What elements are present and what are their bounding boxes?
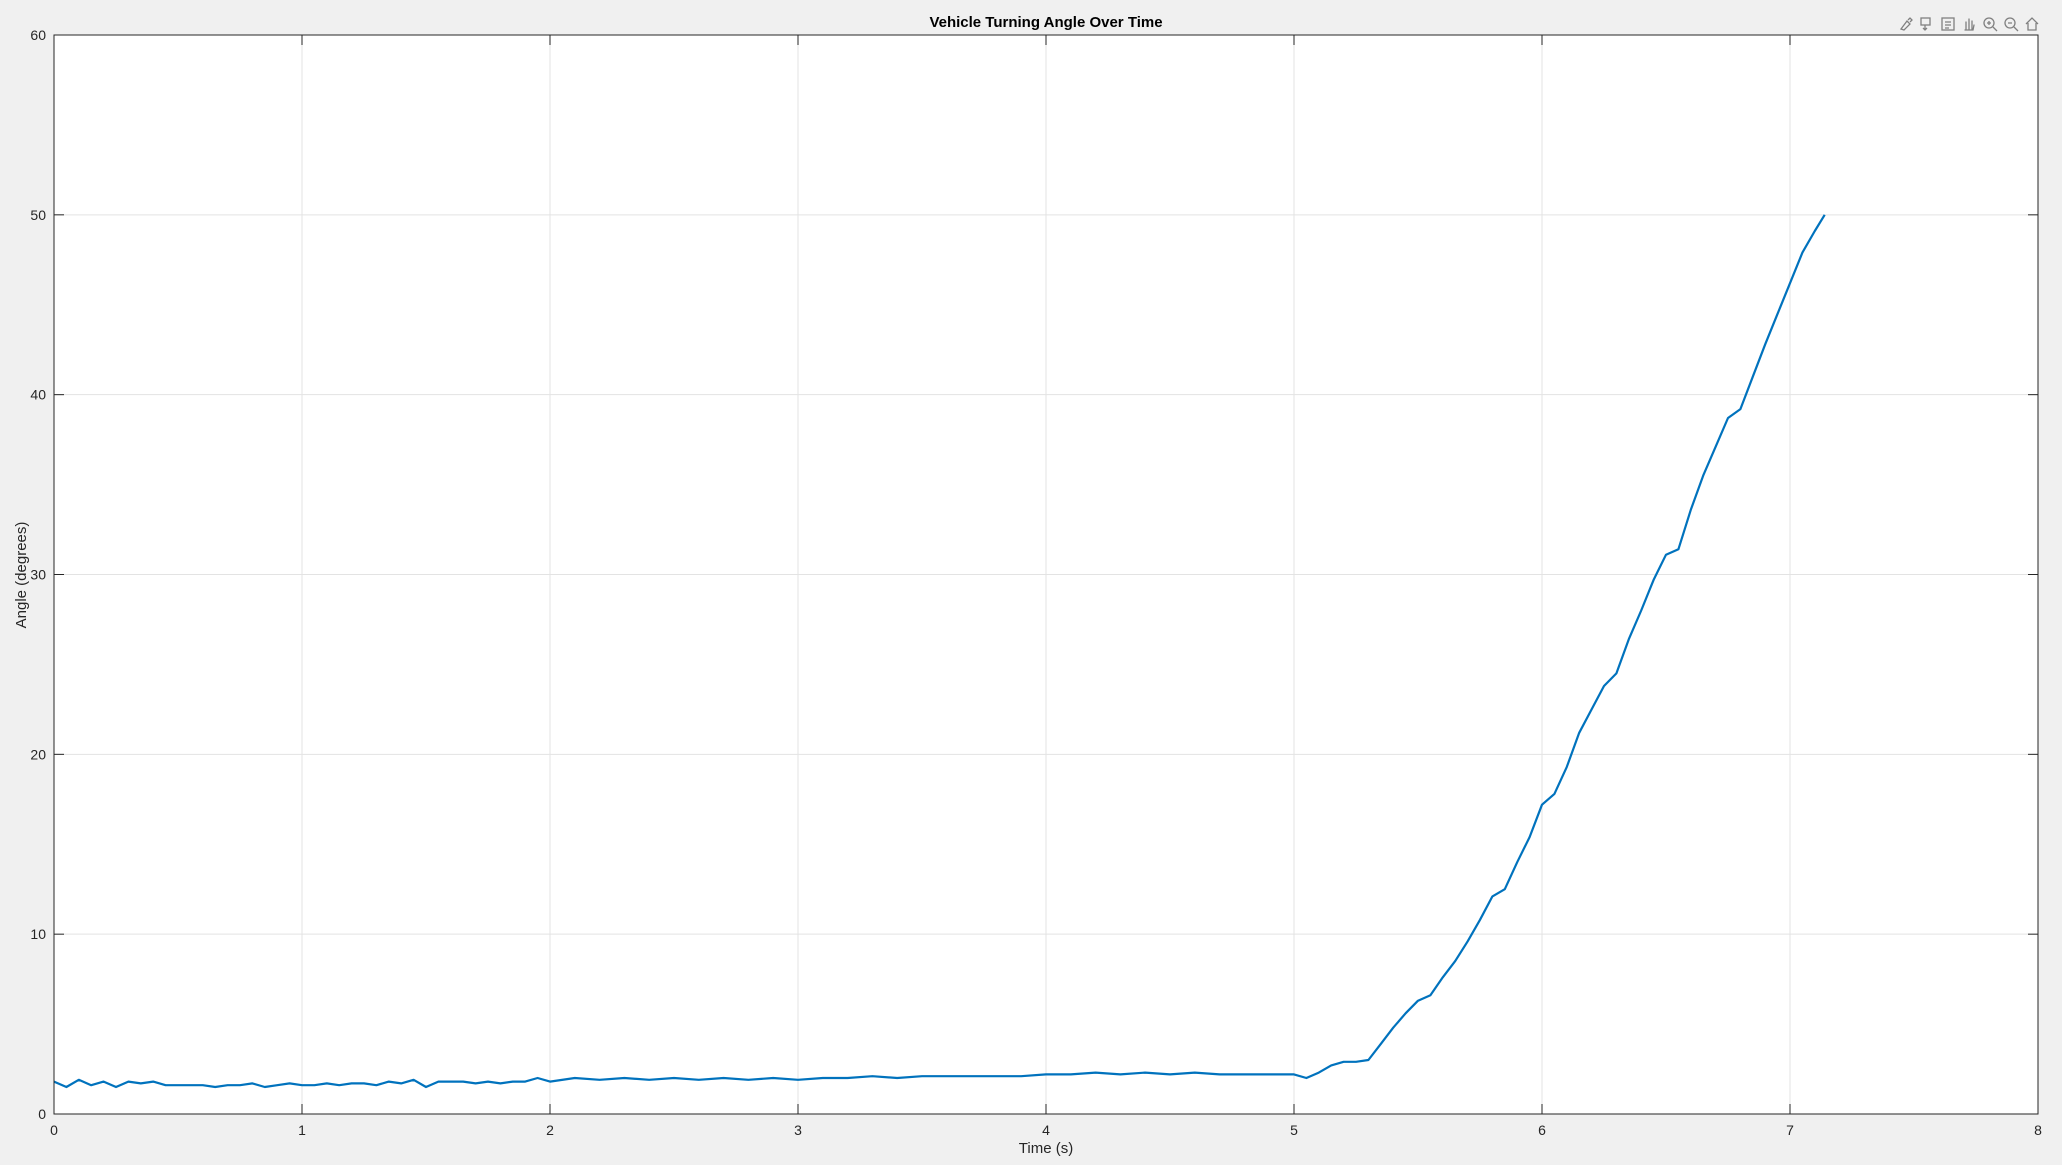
y-tick-label: 0	[38, 1106, 46, 1122]
edit-icon[interactable]	[1939, 16, 1956, 33]
x-tick-label: 6	[1538, 1122, 1546, 1138]
y-tick-labels: 0 10 20 30 40 50 60	[30, 27, 46, 1122]
pan-icon[interactable]	[1960, 16, 1977, 33]
x-tick-label: 5	[1290, 1122, 1298, 1138]
y-tick-label: 10	[30, 926, 46, 942]
x-tick-label: 4	[1042, 1122, 1050, 1138]
y-axis-label: Angle (degrees)	[13, 522, 30, 629]
home-icon[interactable]	[2023, 16, 2040, 33]
y-tick-label: 30	[30, 567, 46, 583]
chart-title: Vehicle Turning Angle Over Time	[929, 14, 1162, 31]
series-line	[53, 214, 1826, 1089]
zoom-out-icon[interactable]	[2002, 16, 2019, 33]
y-tick-label: 20	[30, 746, 46, 762]
data-tips-icon[interactable]	[1918, 16, 1935, 33]
zoom-in-icon[interactable]	[1981, 16, 1998, 33]
x-tick-labels: 0 1 2 3 4 5 6 7 8	[50, 1122, 2042, 1138]
axes-box	[53, 34, 2039, 1115]
x-tick-label: 2	[546, 1122, 554, 1138]
axes-toolbar	[1897, 14, 2040, 34]
brush-icon[interactable]	[1897, 16, 1914, 33]
x-tick-label: 0	[50, 1122, 58, 1138]
y-tick-label: 60	[30, 27, 46, 43]
y-tick-label: 40	[30, 387, 46, 403]
x-axis-label: Time (s)	[1019, 1140, 1073, 1157]
x-tick-label: 8	[2034, 1122, 2042, 1138]
x-tick-label: 7	[1786, 1122, 1794, 1138]
x-tick-label: 1	[298, 1122, 306, 1138]
x-tick-label: 3	[794, 1122, 802, 1138]
y-tick-label: 50	[30, 207, 46, 223]
